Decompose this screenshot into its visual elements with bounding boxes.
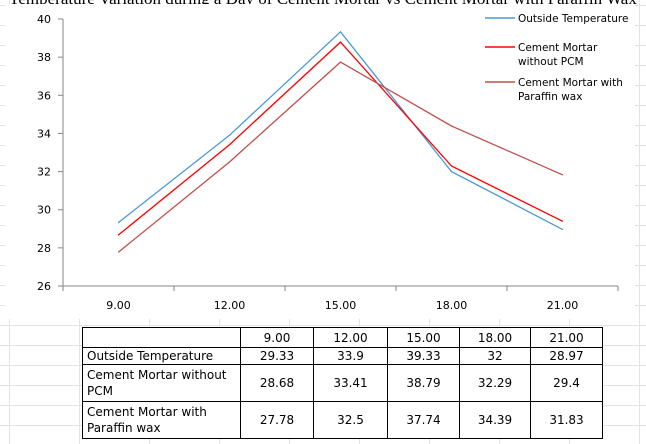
x-tick-label: 9.00 xyxy=(106,299,131,312)
value-cell: 34.39 xyxy=(459,401,531,439)
y-tick-label: 40 xyxy=(37,13,51,26)
table-row: Cement Mortar without PCM 28.68 33.41 38.79 3… xyxy=(82,364,603,402)
table-row: Outside Temperature 29.33 33.9 39.33 32 28.97 xyxy=(82,347,603,365)
y-tick-label: 26 xyxy=(37,280,51,293)
row-label-line: PCM xyxy=(87,384,113,398)
legend-label-3: Paraffin wax xyxy=(518,91,582,103)
value-cell: 31.83 xyxy=(530,401,603,439)
data-point-s1-2 xyxy=(228,134,231,136)
header-cell: 18.00 xyxy=(459,327,531,348)
legend-label-2: Cement Mortar xyxy=(518,42,598,54)
value-cell: 32.29 xyxy=(459,364,531,402)
line-chart: 26 28 30 32 34 36 38 40 9.00 12.00 15.00 18.00 21.00… xyxy=(37,13,628,312)
row-label-line: Cement Mortar without xyxy=(87,368,227,382)
data-point-s2-1 xyxy=(117,234,120,236)
chart-area[interactable]: 26 28 30 32 34 36 38 40 9.00 12.00 15.00 18.00 21.00… xyxy=(5,4,635,319)
header-cell: 21.00 xyxy=(530,327,603,348)
row-label-line: Outside Temperature xyxy=(87,349,214,363)
data-point-s1-1 xyxy=(117,221,120,224)
legend-label-3: Cement Mortar with xyxy=(518,77,623,89)
series-line-3 xyxy=(118,61,563,253)
legend-label-2: without PCM xyxy=(518,56,584,68)
y-tick-label: 38 xyxy=(37,51,51,64)
y-tick-label: 28 xyxy=(37,242,51,255)
x-tick-label: 18.00 xyxy=(436,299,468,312)
data-point-s3-5 xyxy=(561,174,564,176)
data-table: 9.00 12.00 15.00 18.00 21.00 Outside Temperat… xyxy=(82,327,603,439)
y-tick-label: 36 xyxy=(37,89,51,102)
y-tick-label: 34 xyxy=(37,127,51,140)
row-label: Cement Mortar without PCM xyxy=(82,364,241,402)
x-tick-label: 12.00 xyxy=(214,299,246,312)
value-cell: 32.5 xyxy=(313,401,388,439)
value-cell: 39.33 xyxy=(387,347,460,365)
header-cell xyxy=(82,327,241,348)
data-point-s1-3 xyxy=(339,31,342,33)
header-cell: 9.00 xyxy=(240,327,314,348)
data-point-s1-4 xyxy=(450,170,453,173)
data-point-s3-4 xyxy=(450,125,453,127)
value-cell: 38.79 xyxy=(387,364,460,402)
row-label-line: Cement Mortar with xyxy=(87,405,207,419)
series-line-2 xyxy=(118,41,563,236)
data-point-s2-4 xyxy=(450,165,453,167)
header-cell: 12.00 xyxy=(313,327,388,348)
table-header-row: 9.00 12.00 15.00 18.00 21.00 xyxy=(82,327,603,348)
value-cell: 29.33 xyxy=(240,347,314,365)
value-cell: 32 xyxy=(459,347,531,365)
data-point-s2-5 xyxy=(561,220,564,222)
value-cell: 33.41 xyxy=(313,364,388,402)
value-cell: 28.97 xyxy=(530,347,603,365)
header-cell: 15.00 xyxy=(387,327,460,348)
value-cell: 37.74 xyxy=(387,401,460,439)
data-point-s2-3 xyxy=(339,41,342,43)
row-label: Outside Temperature xyxy=(82,347,241,365)
legend-label-1: Outside Temperature xyxy=(518,13,628,25)
x-tick-label: 15.00 xyxy=(325,299,357,312)
row-label-line: Paraffin wax xyxy=(87,421,161,435)
data-point-s1-5 xyxy=(561,228,564,230)
value-cell: 28.68 xyxy=(240,364,314,402)
data-point-s3-1 xyxy=(117,251,120,253)
table-row: Cement Mortar with Paraffin wax 27.78 32.5 3… xyxy=(82,401,603,439)
y-tick-label: 32 xyxy=(37,166,51,179)
data-point-s2-2 xyxy=(228,144,231,146)
row-label: Cement Mortar with Paraffin wax xyxy=(82,401,241,439)
value-cell: 27.78 xyxy=(240,401,314,439)
data-point-s3-2 xyxy=(228,161,231,163)
x-tick-label: 21.00 xyxy=(547,299,579,312)
data-point-s3-3 xyxy=(339,61,342,63)
value-cell: 33.9 xyxy=(313,347,388,365)
y-tick-label: 30 xyxy=(37,204,51,217)
value-cell: 29.4 xyxy=(530,364,603,402)
